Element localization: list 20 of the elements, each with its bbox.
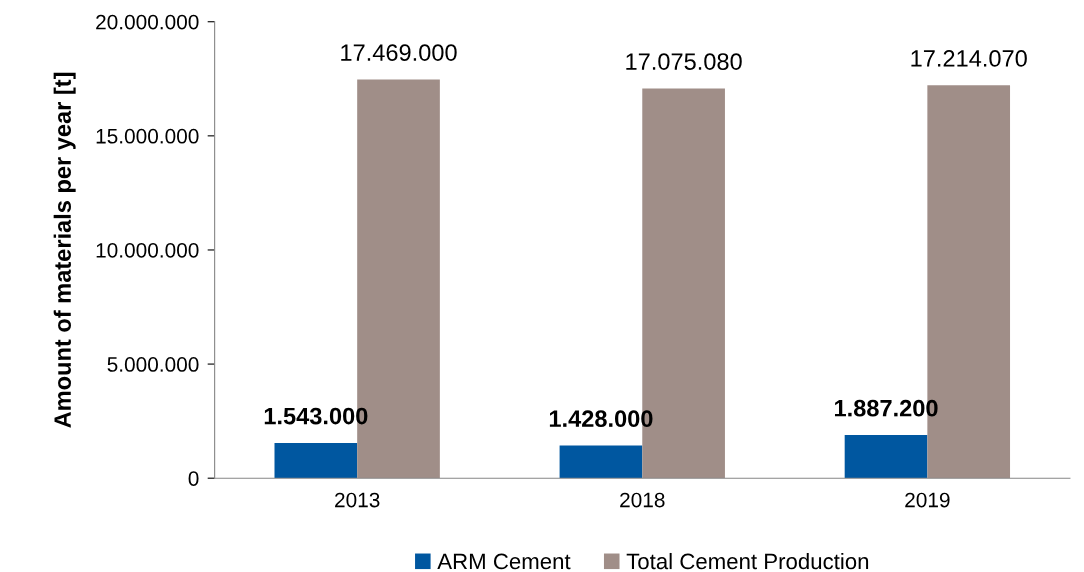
y-tick-label: 10.000.000	[96, 242, 199, 258]
data-label: 17.469.000	[341, 44, 457, 61]
y-tick-label: 5.000.000	[107, 357, 199, 372]
data-label: 1.428.000	[549, 410, 653, 428]
data-label: 1.887.200	[835, 399, 938, 417]
data-label: 17.214.070	[911, 50, 1027, 67]
bar	[559, 445, 643, 479]
bar	[844, 435, 928, 479]
x-tick-label: 2019	[905, 492, 950, 508]
legend-label: Total Cement Production	[626, 552, 869, 570]
bar	[274, 442, 358, 479]
x-tick-label: 2013	[335, 492, 380, 508]
data-label: 1.543.000	[264, 407, 368, 425]
x-tick-label: 2018	[620, 492, 665, 508]
legend-label: ARM Cement	[437, 553, 571, 570]
y-tick-label: 15.000.000	[96, 128, 199, 144]
data-label: 17.075.080	[626, 53, 742, 70]
y-axis-title: Amount of materials per year [t]	[53, 72, 76, 428]
y-tick-label: 0	[188, 471, 199, 486]
y-tick-label: 20.000.000	[96, 14, 199, 30]
